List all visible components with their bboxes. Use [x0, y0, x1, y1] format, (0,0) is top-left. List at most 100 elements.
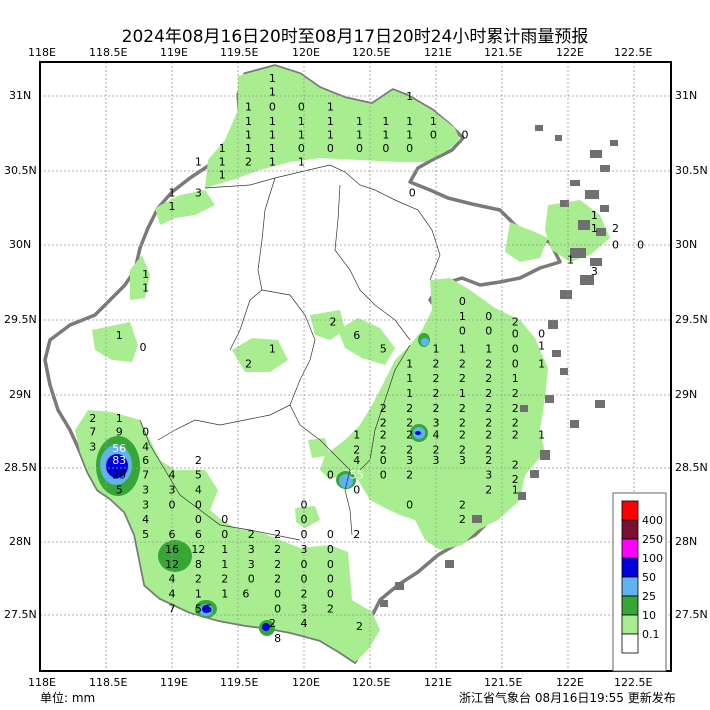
station-value: 1	[356, 129, 363, 142]
station-value: 3	[301, 543, 308, 556]
legend-label: 25	[642, 590, 656, 603]
legend-label: 10	[642, 609, 656, 622]
station-value: 1	[221, 543, 228, 556]
station-value: 2	[195, 573, 202, 586]
station-value: 1	[116, 412, 123, 425]
station-value: 0	[459, 295, 466, 308]
station-value: 5	[195, 469, 202, 482]
y-tick-right: 28.5N	[675, 461, 708, 474]
station-value: 0	[538, 328, 545, 341]
station-value: 3	[169, 484, 176, 497]
legend-swatch	[621, 519, 639, 540]
station-value: 1	[382, 115, 389, 128]
station-value: 0	[356, 142, 363, 155]
station-value: 0	[485, 325, 492, 338]
station-value: 2	[485, 387, 492, 400]
station-value: 1	[406, 129, 413, 142]
station-value: 3	[591, 265, 598, 278]
x-tick-bottom: 119E	[160, 676, 188, 689]
station-value: 2	[485, 443, 492, 456]
station-value: 7	[89, 426, 96, 439]
station-value: 2	[485, 372, 492, 385]
station-value: 1	[269, 342, 276, 355]
station-value: 1	[433, 342, 440, 355]
station-value: 4	[301, 617, 308, 630]
station-value: 12	[191, 543, 205, 556]
station-value: 0	[139, 341, 146, 354]
station-value: 0	[382, 142, 389, 155]
station-value: 7	[169, 602, 176, 615]
station-value: 1	[406, 357, 413, 370]
station-value: 83	[112, 454, 126, 467]
station-value: 2	[459, 513, 466, 526]
x-tick-bottom: 119.5E	[220, 676, 259, 689]
station-value: 2	[327, 602, 334, 615]
station-value: 4	[169, 573, 176, 586]
station-value: 1	[430, 115, 437, 128]
station-value: 6	[169, 528, 176, 541]
y-tick-left: 28N	[9, 535, 32, 548]
station-value: 2	[248, 528, 255, 541]
unit-label: 单位: mm	[40, 691, 96, 705]
y-tick-left: 27.5N	[4, 608, 37, 621]
station-value: 0	[327, 543, 334, 556]
rain-area-storm	[106, 431, 421, 631]
legend: 400 250 100 50 25 10 0.1	[612, 492, 667, 672]
station-value: 6	[195, 528, 202, 541]
station-value: 1	[245, 129, 252, 142]
station-value: 4	[142, 440, 149, 453]
station-value: 0	[353, 484, 360, 497]
x-tick-top: 120E	[292, 46, 320, 59]
map-title: 2024年08月16日20时至08月17日20时24小时累计雨量预报	[121, 27, 589, 47]
station-value: 1	[353, 429, 360, 442]
y-tick-right: 30N	[675, 238, 698, 251]
station-value: 29	[112, 469, 126, 482]
station-value: 2	[485, 402, 492, 415]
station-value: 0	[221, 528, 228, 541]
station-value: 0	[169, 498, 176, 511]
station-value: 3	[248, 558, 255, 571]
station-value: 4	[169, 469, 176, 482]
station-value: 2	[406, 429, 413, 442]
station-value: 1	[512, 484, 519, 497]
x-tick-bottom: 120.5E	[352, 676, 391, 689]
station-value: 1	[269, 142, 276, 155]
station-value: 5	[142, 528, 149, 541]
station-value: 0	[221, 513, 228, 526]
legend-swatch	[621, 500, 639, 521]
station-value: 0	[298, 100, 305, 113]
station-value: 3	[433, 454, 440, 467]
station-value: 1	[219, 142, 226, 155]
y-tick-left: 31N	[9, 89, 32, 102]
station-value: 1	[245, 100, 252, 113]
station-value: 2	[512, 402, 519, 415]
station-value: 2	[485, 357, 492, 370]
legend-swatch	[621, 557, 639, 578]
station-value: 1	[459, 387, 466, 400]
x-tick-top: 118.5E	[89, 46, 128, 59]
station-value: 0	[195, 513, 202, 526]
station-value: 0	[301, 528, 308, 541]
station-value: 1	[567, 253, 574, 266]
legend-swatch	[621, 633, 639, 654]
station-value: 0	[269, 100, 276, 113]
station-value: 0	[327, 142, 334, 155]
station-value: 2	[433, 387, 440, 400]
station-value: 4	[353, 454, 360, 467]
station-value: 0	[248, 573, 255, 586]
station-value: 3	[195, 187, 202, 200]
station-value: 0	[142, 426, 149, 439]
station-value: 7	[142, 469, 149, 482]
station-value: 1	[269, 155, 276, 168]
station-value: 1	[459, 342, 466, 355]
station-value: 1	[406, 387, 413, 400]
station-value: 2	[89, 412, 96, 425]
x-tick-bottom: 121.5E	[484, 676, 523, 689]
station-value: 2	[512, 417, 519, 430]
station-value: 2	[274, 528, 281, 541]
station-value: 1	[406, 372, 413, 385]
station-value: 3	[485, 469, 492, 482]
station-value: 2	[274, 573, 281, 586]
station-value: 2	[269, 617, 276, 630]
station-value: 16	[165, 543, 179, 556]
